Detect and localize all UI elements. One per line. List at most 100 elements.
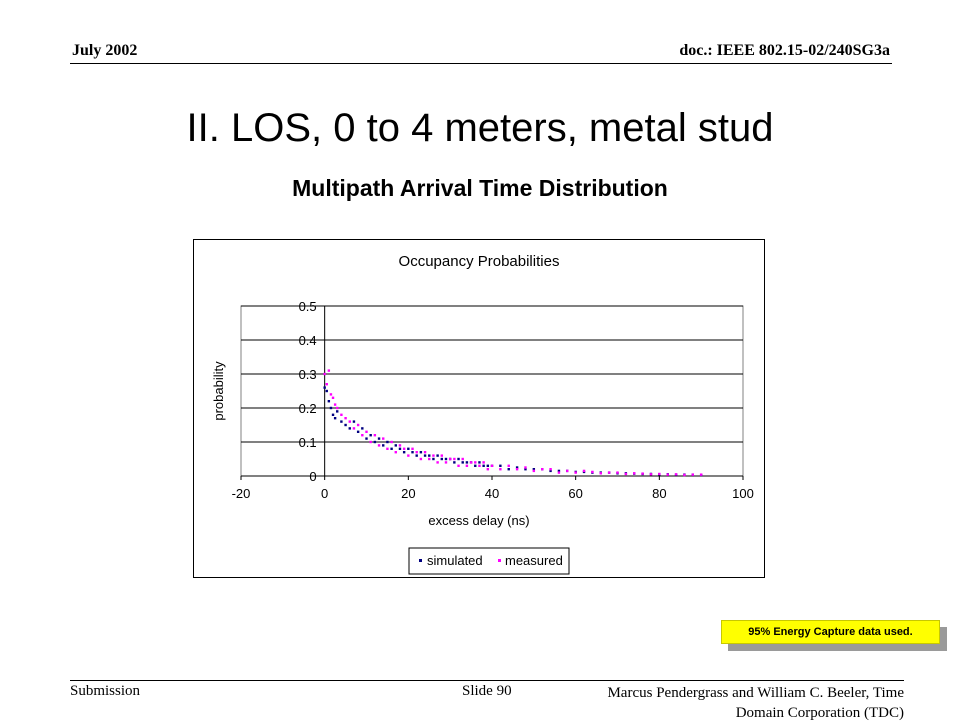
y-tick-label: 0 — [309, 469, 316, 484]
y-tick-label: 0.1 — [299, 435, 317, 450]
x-tick-label: -20 — [232, 486, 251, 501]
data-point-simulated — [369, 434, 372, 437]
data-point-measured — [369, 440, 372, 444]
plot-area — [240, 305, 744, 477]
data-point-measured — [402, 447, 406, 450]
data-point-measured — [356, 423, 360, 427]
data-point-measured — [507, 464, 510, 467]
data-point-simulated — [478, 461, 481, 464]
data-point-measured — [419, 457, 423, 461]
data-point-simulated — [557, 469, 561, 473]
data-point-simulated — [428, 454, 431, 457]
data-point-simulated — [333, 417, 337, 420]
data-point-simulated — [532, 468, 536, 471]
data-point-measured — [331, 396, 335, 399]
data-point-measured — [329, 393, 333, 396]
footer-authors: Marcus Pendergrass and William C. Beeler… — [607, 683, 904, 723]
footer-submission: Submission — [70, 683, 141, 699]
data-point-measured — [323, 372, 326, 376]
footer-divider — [70, 680, 904, 681]
x-tick-label: 60 — [568, 486, 582, 501]
data-point-simulated — [348, 427, 351, 430]
data-point-measured — [515, 468, 519, 471]
data-point-measured — [641, 472, 644, 475]
y-axis-label: probability — [211, 361, 226, 421]
data-point-simulated — [453, 461, 456, 464]
data-point-measured — [616, 471, 619, 474]
y-tick-label: 0.2 — [299, 401, 317, 416]
data-point-measured — [474, 461, 477, 464]
data-point-simulated — [457, 457, 460, 461]
data-point-simulated — [415, 454, 418, 457]
data-point-measured — [440, 454, 443, 457]
data-point-simulated — [436, 454, 439, 457]
data-point-simulated — [377, 437, 381, 440]
data-point-measured — [658, 472, 661, 476]
x-tick-label: 40 — [485, 486, 499, 501]
footer-authors-line1: Marcus Pendergrass and William C. Beeler… — [607, 685, 904, 701]
data-point-measured — [344, 417, 347, 420]
data-point-measured — [336, 406, 339, 410]
data-point-measured — [566, 469, 569, 473]
data-point-simulated — [325, 389, 328, 393]
legend-marker-measured — [498, 559, 501, 562]
data-point-measured — [453, 457, 456, 461]
data-point-measured — [574, 471, 577, 474]
data-point-measured — [361, 434, 364, 437]
y-tick-label: 0.5 — [299, 299, 317, 314]
data-point-simulated — [356, 430, 360, 433]
data-point-simulated — [407, 447, 410, 450]
legend-marker-simulated — [419, 559, 422, 562]
data-point-simulated — [382, 444, 385, 447]
data-point-simulated — [419, 451, 423, 454]
data-point-measured — [390, 440, 393, 444]
data-point-simulated — [336, 410, 339, 413]
data-point-measured — [365, 430, 368, 433]
data-point-measured — [633, 472, 636, 475]
data-point-measured — [348, 420, 351, 423]
data-point-measured — [457, 464, 460, 467]
data-point-measured — [327, 369, 331, 372]
data-point-measured — [478, 464, 481, 467]
x-tick-label: 80 — [652, 486, 666, 501]
x-tick-label: 100 — [732, 486, 754, 501]
data-point-measured — [340, 413, 343, 416]
data-point-simulated — [323, 386, 326, 389]
data-point-simulated — [474, 464, 477, 467]
data-point-measured — [607, 471, 611, 474]
x-tick-label: 20 — [401, 486, 415, 501]
data-point-simulated — [444, 457, 448, 461]
data-point-simulated — [499, 464, 502, 467]
data-point-measured — [486, 468, 490, 471]
data-point-measured — [411, 447, 414, 450]
data-point-simulated — [361, 427, 364, 430]
data-point-measured — [448, 457, 452, 461]
y-tick-label: 0.4 — [299, 333, 317, 348]
data-point-simulated — [515, 466, 519, 469]
data-point-measured — [432, 454, 435, 457]
data-point-measured — [415, 451, 418, 454]
header-divider — [70, 63, 892, 64]
data-point-measured — [649, 473, 653, 476]
y-tick-labels: 0 0.1 0.2 0.3 0.4 0.5 — [299, 299, 325, 484]
data-point-simulated — [461, 461, 464, 464]
data-point-measured — [325, 383, 328, 386]
data-point-simulated — [394, 444, 397, 447]
data-point-simulated — [352, 420, 356, 423]
data-point-measured — [582, 469, 586, 473]
legend-label-simulated: simulated — [427, 553, 483, 568]
data-point-measured — [469, 461, 473, 464]
data-point-measured — [482, 461, 485, 464]
data-point-measured — [398, 444, 402, 447]
data-point-simulated — [373, 440, 377, 444]
data-point-simulated — [524, 468, 527, 471]
data-point-measured — [490, 464, 494, 467]
energy-capture-note: 95% Energy Capture data used. — [721, 620, 947, 651]
data-point-measured — [674, 473, 678, 476]
data-point-measured — [666, 473, 669, 476]
data-point-measured — [333, 403, 337, 406]
data-point-measured — [377, 444, 381, 447]
x-axis-label: excess delay (ns) — [428, 513, 529, 528]
data-points — [323, 369, 703, 477]
data-point-measured — [532, 469, 536, 473]
